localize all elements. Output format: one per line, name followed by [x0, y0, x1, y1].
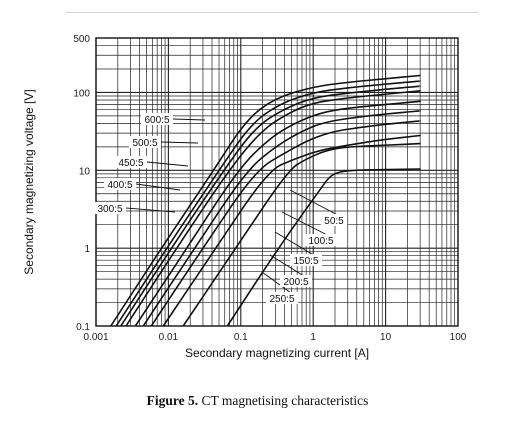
curve-label-500-5: 500:5 [132, 138, 157, 149]
x-tick-label: 1 [310, 332, 316, 343]
y-tick-label: 100 [73, 88, 90, 99]
caption-label: Figure 5. [146, 393, 199, 408]
x-tick-label: 0.001 [83, 332, 108, 343]
x-tick-label: 10 [380, 332, 392, 343]
caption-text: CT magnetising characteristics [198, 393, 369, 408]
x-tick-labels: 0.001 0.01 0.1 1 10 100 [83, 332, 466, 343]
plot-frame [95, 37, 459, 327]
leader-line [160, 141, 199, 144]
x-tick-label: 100 [450, 332, 467, 343]
y-tick-label: 500 [73, 34, 90, 45]
y-tick-label: 10 [79, 166, 91, 177]
curve-100-5 [182, 142, 421, 327]
label-backdrop [290, 254, 322, 266]
curve-label-50-5: 50:5 [324, 216, 344, 227]
leader-line [125, 207, 176, 213]
curve-300-5 [134, 100, 421, 327]
curve-200-5 [150, 120, 421, 327]
curve-label-100-5: 100:5 [308, 236, 333, 247]
magnetizing-chart: 0.001 0.01 0.1 1 10 100 0.1 1 10 100 500 600:5 500… [22, 34, 467, 360]
curve-450-5 [120, 85, 421, 327]
label-backdrop [129, 136, 161, 148]
leader-line [172, 118, 206, 121]
curve-labels: 600:5 500:5 450:5 400:5 300:5 250:5 200:5 150:5… [94, 113, 348, 305]
curve-label-250-5: 250:5 [269, 294, 294, 305]
curve-label-400-5: 400:5 [107, 180, 132, 191]
curve-50-5 [226, 168, 421, 327]
y-axis-title: Secondary magnetizing voltage [V] [22, 89, 36, 274]
label-backdrop [104, 178, 136, 190]
label-backdrop [115, 156, 147, 168]
y-tick-labels: 0.1 1 10 100 500 [73, 34, 90, 333]
leader-line [135, 183, 181, 191]
curve-250-5 [142, 110, 421, 327]
chart-curves [110, 74, 421, 327]
curve-label-450-5: 450:5 [118, 158, 143, 169]
x-axis-title: Secondary magnetizing current [A] [185, 346, 369, 360]
x-tick-label: 0.01 [159, 332, 179, 343]
curve-label-300-5: 300:5 [97, 204, 122, 215]
x-tick-label: 0.1 [234, 332, 248, 343]
label-backdrop [266, 292, 298, 304]
curve-600-5 [110, 74, 421, 327]
label-backdrop [280, 275, 312, 287]
leader-line [146, 161, 189, 167]
figure-caption: Figure 5. CT magnetising characteristics [0, 393, 515, 409]
y-tick-label: 1 [84, 244, 90, 255]
curve-400-5 [125, 90, 421, 327]
label-backdrop [320, 214, 348, 226]
top-divider-line [66, 12, 478, 13]
label-backdrop [305, 234, 337, 246]
curve-label-600-5: 600:5 [144, 115, 169, 126]
y-tick-label: 0.1 [76, 322, 90, 333]
curve-500-5 [115, 80, 421, 327]
label-backdrop [94, 202, 126, 214]
label-backdrop [141, 113, 173, 125]
curve-label-150-5: 150:5 [293, 256, 318, 267]
curve-label-200-5: 200:5 [283, 277, 308, 288]
curve-150-5 [162, 134, 421, 327]
